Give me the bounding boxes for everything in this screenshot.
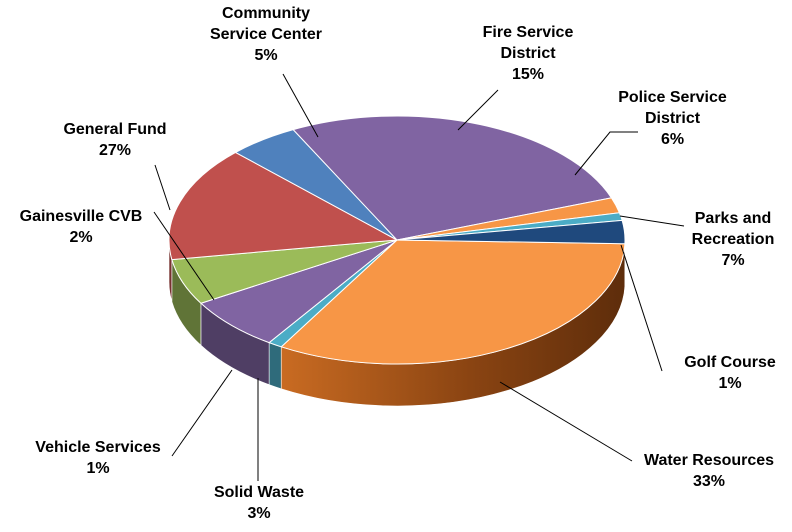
leader-line (282, 73, 319, 138)
label-percent: 27% (98, 142, 132, 159)
label-percent: 33% (692, 473, 726, 490)
pie-slices (168, 115, 626, 407)
pie-slice-fire-service-district (168, 151, 399, 261)
pie-side-golf-course (268, 342, 282, 390)
leader-lines (153, 73, 685, 481)
pie-slice-water-resources (280, 239, 626, 365)
label-percent: 7% (721, 252, 745, 269)
label-line: Parks and (694, 210, 772, 227)
leader-line (619, 215, 685, 227)
label-line: Golf Course (684, 354, 776, 371)
label-line: Water Resources (643, 452, 775, 469)
label-line: Fire Service (482, 24, 574, 41)
label-percent: 6% (660, 131, 685, 148)
label-line: Gainesville CVB (19, 208, 143, 225)
pie-slice-general-fund (292, 115, 613, 241)
label-vehicle-services: Vehicle Services 1% (18, 437, 178, 479)
label-percent: 5% (254, 47, 278, 64)
label-parks-and-recreation: Parks and Recreation 7% (678, 208, 788, 271)
label-line: District (644, 110, 701, 127)
leader-line (153, 211, 215, 301)
label-fire-service-district: Fire Service District 15% (468, 22, 588, 85)
label-line: Community (222, 5, 310, 22)
leader-line (171, 369, 233, 457)
leader-line (154, 164, 171, 211)
label-percent: 2% (69, 229, 93, 246)
label-line: Service Center (209, 26, 323, 43)
label-line: Vehicle Services (35, 439, 161, 456)
label-line: Police Service (618, 89, 727, 106)
label-gainesville-cvb: Gainesville CVB 2% (6, 206, 156, 248)
label-percent: 1% (86, 460, 110, 477)
label-line: General Fund (63, 121, 167, 138)
label-line: Recreation (691, 231, 775, 248)
label-police-service-district: Police Service District 6% (600, 87, 745, 150)
leader-line (457, 89, 499, 131)
label-percent: 3% (247, 505, 271, 522)
label-general-fund: General Fund 27% (55, 119, 175, 161)
label-line: District (500, 45, 556, 62)
label-percent: 15% (511, 66, 545, 83)
leader-line (499, 381, 633, 462)
label-solid-waste: Solid Waste 3% (204, 482, 314, 524)
label-golf-course: Golf Course 1% (670, 352, 790, 394)
leader-line (620, 244, 663, 372)
label-line: Solid Waste (213, 484, 305, 501)
leader-line (574, 131, 638, 176)
label-percent: 1% (718, 375, 742, 392)
pie-slice-solid-waste (396, 219, 626, 245)
label-water-resources: Water Resources 33% (628, 450, 790, 492)
label-community-service-center: Community Service Center 5% (191, 3, 341, 66)
